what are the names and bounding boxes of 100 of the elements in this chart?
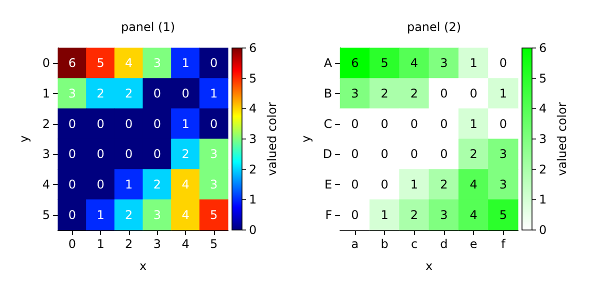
y-tick-label: E — [324, 178, 332, 192]
data-label: 0 — [210, 56, 218, 70]
data-label: 3 — [440, 208, 448, 222]
color-bar-label: 5 — [249, 71, 257, 86]
data-label: 0 — [68, 116, 76, 131]
data-label: 4 — [410, 56, 418, 70]
color-bar-label: 0 — [539, 223, 547, 237]
data-label: 0 — [68, 147, 76, 162]
data-label: 4 — [470, 178, 478, 192]
data-label: 5 — [210, 208, 218, 222]
data-label: 3 — [153, 56, 161, 70]
data-label: 5 — [499, 208, 507, 222]
color-bar-title: valued color — [265, 102, 279, 176]
data-label: 6 — [351, 56, 359, 70]
y-tick-label: F — [325, 208, 332, 222]
x-tick-label: e — [470, 237, 478, 251]
data-label: 0 — [410, 147, 418, 162]
y-tick-label: 2 — [42, 116, 50, 131]
data-label: 1 — [470, 116, 478, 131]
data-label: 2 — [470, 147, 478, 162]
data-label: 0 — [440, 116, 448, 131]
color-bar-title: valued color — [555, 102, 569, 176]
x-tick-label: 5 — [210, 237, 218, 251]
data-label: 0 — [499, 56, 507, 70]
color-bar-label: 2 — [539, 162, 547, 176]
data-label: 0 — [210, 116, 218, 131]
data-label: 0 — [96, 116, 104, 131]
data-label: 4 — [470, 208, 478, 222]
data-label: 0 — [380, 147, 388, 162]
data-label: 3 — [210, 178, 218, 192]
y-axis-title: y — [17, 135, 31, 143]
data-label: 3 — [499, 178, 507, 192]
data-label: 0 — [380, 116, 388, 131]
data-label: 1 — [410, 178, 418, 192]
data-label: 0 — [153, 116, 161, 131]
data-label: 0 — [440, 86, 448, 100]
data-label: 0 — [125, 147, 133, 162]
data-label: 0 — [182, 86, 190, 100]
data-label: 0 — [68, 178, 76, 192]
data-label: 4 — [182, 208, 190, 222]
x-tick-label: c — [410, 237, 418, 251]
color-bar-label: 6 — [249, 41, 257, 55]
data-label: 2 — [125, 86, 133, 100]
x-tick-label: 4 — [182, 237, 190, 251]
data-label: 2 — [410, 208, 418, 222]
x-axis-title: x — [426, 259, 433, 273]
data-label: 0 — [470, 86, 478, 100]
data-label: 3 — [499, 147, 507, 162]
data-label: 5 — [96, 56, 104, 70]
x-tick-label: a — [351, 237, 359, 251]
data-label: 1 — [182, 56, 190, 70]
data-label: 0 — [440, 147, 448, 162]
y-tick-label: 3 — [42, 147, 50, 162]
data-label: 3 — [440, 56, 448, 70]
data-label: 2 — [153, 178, 161, 192]
data-label: 5 — [380, 56, 388, 70]
data-label: 4 — [125, 56, 133, 70]
data-label: 0 — [499, 116, 507, 131]
y-tick-label: 1 — [42, 86, 50, 100]
data-label: 0 — [351, 116, 359, 131]
data-label: 0 — [351, 208, 359, 222]
y-axis-title: y — [299, 135, 313, 143]
data-label: 2 — [380, 86, 388, 100]
y-tick-label: 4 — [42, 178, 50, 192]
y-tick-label: A — [324, 56, 333, 70]
x-tick-label: b — [380, 237, 388, 251]
x-tick-label: f — [501, 237, 506, 251]
y-tick-label: 0 — [42, 56, 50, 70]
color-bar-label: 0 — [249, 223, 257, 237]
data-label: 0 — [96, 178, 104, 192]
x-tick-label: d — [440, 237, 448, 251]
color-bar-label: 1 — [539, 192, 547, 207]
color-bar-label: 5 — [539, 71, 547, 86]
data-label: 0 — [68, 208, 76, 222]
x-axis-title: x — [139, 259, 147, 273]
data-label: 0 — [410, 116, 418, 131]
data-label: 2 — [182, 147, 190, 162]
y-tick-label: C — [324, 116, 332, 131]
color-bar-label: 3 — [249, 132, 257, 146]
data-label: 1 — [125, 178, 133, 192]
data-label: 2 — [410, 86, 418, 100]
data-label: 4 — [182, 178, 190, 192]
data-label: 0 — [153, 147, 161, 162]
data-label: 1 — [470, 56, 478, 70]
data-label: 1 — [380, 208, 388, 222]
data-label: 3 — [351, 86, 359, 100]
x-tick-label: 2 — [125, 237, 133, 251]
x-tick-label: 1 — [96, 237, 104, 251]
color-bar-label: 6 — [539, 41, 547, 55]
data-label: 1 — [210, 86, 218, 100]
chart-title: panel (2) — [406, 20, 462, 34]
data-label: 3 — [153, 208, 161, 222]
data-label: 0 — [380, 178, 388, 192]
data-label: 1 — [182, 116, 190, 131]
data-label: 0 — [96, 147, 104, 162]
data-label: 3 — [210, 147, 218, 162]
data-label: 0 — [153, 86, 161, 100]
data-label: 2 — [125, 208, 133, 222]
color-bar-label: 4 — [249, 102, 257, 116]
x-tick-label: 0 — [68, 237, 76, 251]
